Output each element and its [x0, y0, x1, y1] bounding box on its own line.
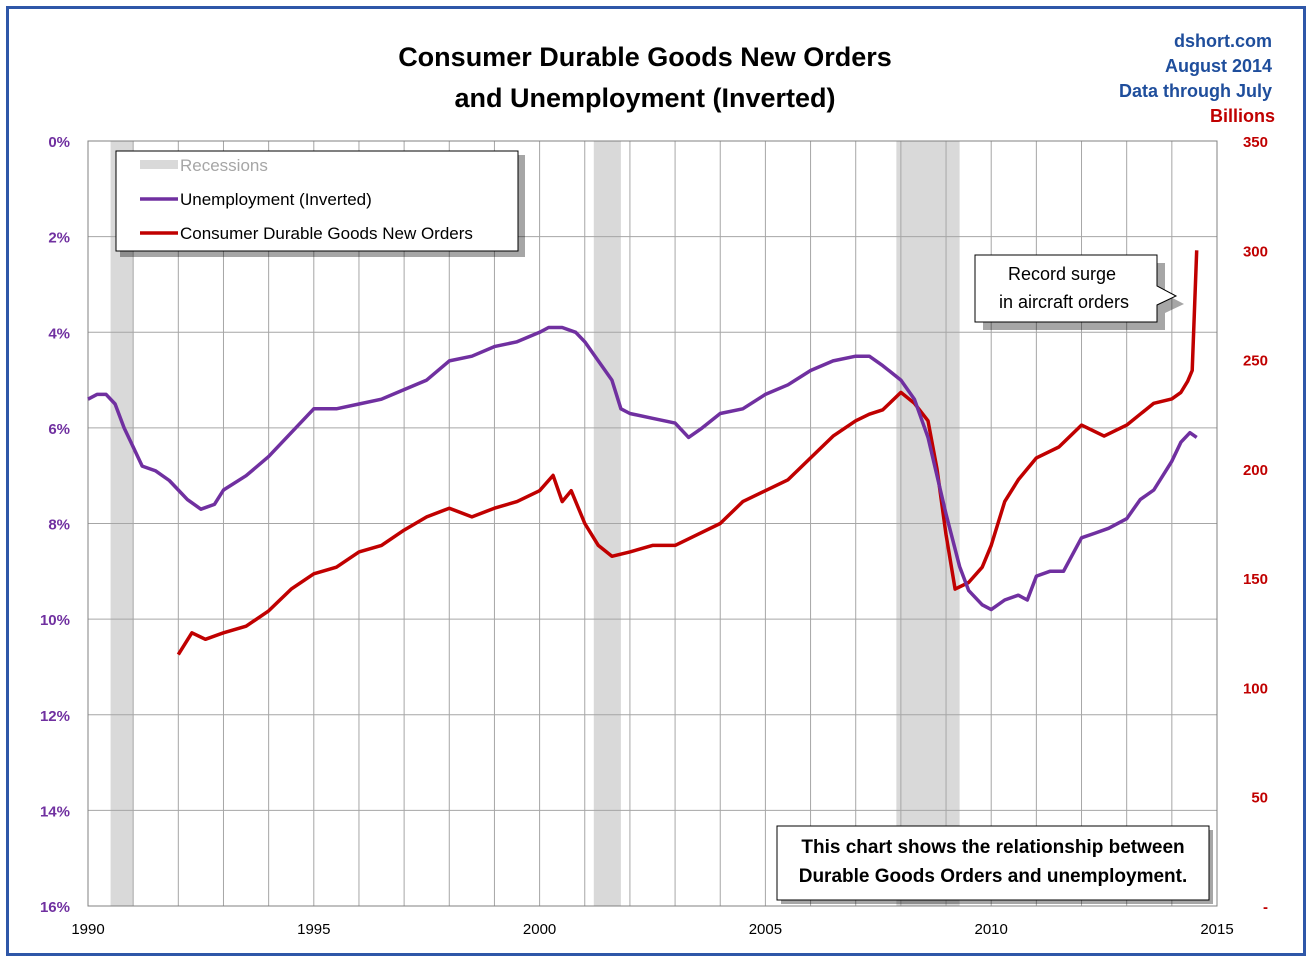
- note-line2: Durable Goods Orders and unemployment.: [799, 866, 1188, 887]
- legend-box: [115, 150, 519, 252]
- y-right-tick-label: 200: [1243, 462, 1268, 479]
- y-right-tick-label: -: [1263, 899, 1268, 916]
- y-left-axis-ticks: 0% 2% 4% 6% 8% 10% 12% 14% 16%: [40, 134, 70, 916]
- y-left-tick-label: 16%: [40, 899, 70, 916]
- data-through-label: Data through July: [1119, 81, 1272, 101]
- y-right-tick-label: 250: [1243, 353, 1268, 370]
- y-right-tick-label: 300: [1243, 243, 1268, 260]
- series-line-unemployment: [87, 325, 1198, 612]
- legend-label-unemployment: Unemployment (Inverted): [180, 190, 372, 209]
- x-tick-label: 2010: [975, 921, 1008, 938]
- legend-label-recessions: Recessions: [180, 156, 268, 175]
- legend: Recessions Unemployment (Inverted) Consu…: [115, 150, 525, 257]
- note-line1: This chart shows the relationship betwee…: [801, 837, 1184, 858]
- grid-lines: [88, 141, 1217, 906]
- chart-title-line1: Consumer Durable Goods New Orders: [398, 42, 892, 72]
- y-right-tick-label: 100: [1243, 680, 1268, 697]
- x-tick-label: 2000: [523, 921, 556, 938]
- note-box: [776, 825, 1210, 901]
- annotation-box: [974, 254, 1178, 323]
- x-tick-label: 1995: [297, 921, 330, 938]
- series-line-durable-goods: [176, 250, 1199, 656]
- y-left-tick-label: 14%: [40, 803, 70, 820]
- y-left-tick-label: 6%: [48, 421, 70, 438]
- annotation-line2: in aircraft orders: [999, 292, 1129, 312]
- y-right-tick-label: 50: [1251, 790, 1268, 807]
- legend-label-durable: Consumer Durable Goods New Orders: [180, 224, 473, 243]
- annotation-line1: Record surge: [1008, 264, 1116, 284]
- y-right-tick-label: 350: [1243, 134, 1268, 151]
- plot-border: [87, 140, 1218, 907]
- y-left-tick-label: 0%: [48, 134, 70, 151]
- y-left-tick-label: 8%: [48, 517, 70, 534]
- y-right-axis-ticks: - 50 100 150 200 250 300 350: [1243, 134, 1268, 916]
- x-tick-label: 1990: [71, 921, 104, 938]
- y-left-tick-label: 10%: [40, 612, 70, 629]
- y-right-tick-label: 150: [1243, 571, 1268, 588]
- legend-swatch-recessions: [140, 160, 178, 169]
- chart-title-line2: and Unemployment (Inverted): [454, 83, 835, 113]
- right-axis-unit-label: Billions: [1210, 106, 1275, 126]
- source-label: dshort.com: [1174, 31, 1272, 51]
- x-tick-label: 2015: [1200, 921, 1233, 938]
- y-left-tick-label: 12%: [40, 708, 70, 725]
- x-tick-label: 2005: [749, 921, 782, 938]
- x-axis-ticks: 1990 1995 2000 2005 2010 2015: [71, 921, 1233, 938]
- y-left-tick-label: 4%: [48, 325, 70, 342]
- date-label: August 2014: [1165, 56, 1272, 76]
- y-left-tick-label: 2%: [48, 230, 70, 247]
- explanation-note: This chart shows the relationship betwee…: [776, 825, 1213, 904]
- aircraft-annotation: Record surge in aircraft orders: [974, 254, 1184, 330]
